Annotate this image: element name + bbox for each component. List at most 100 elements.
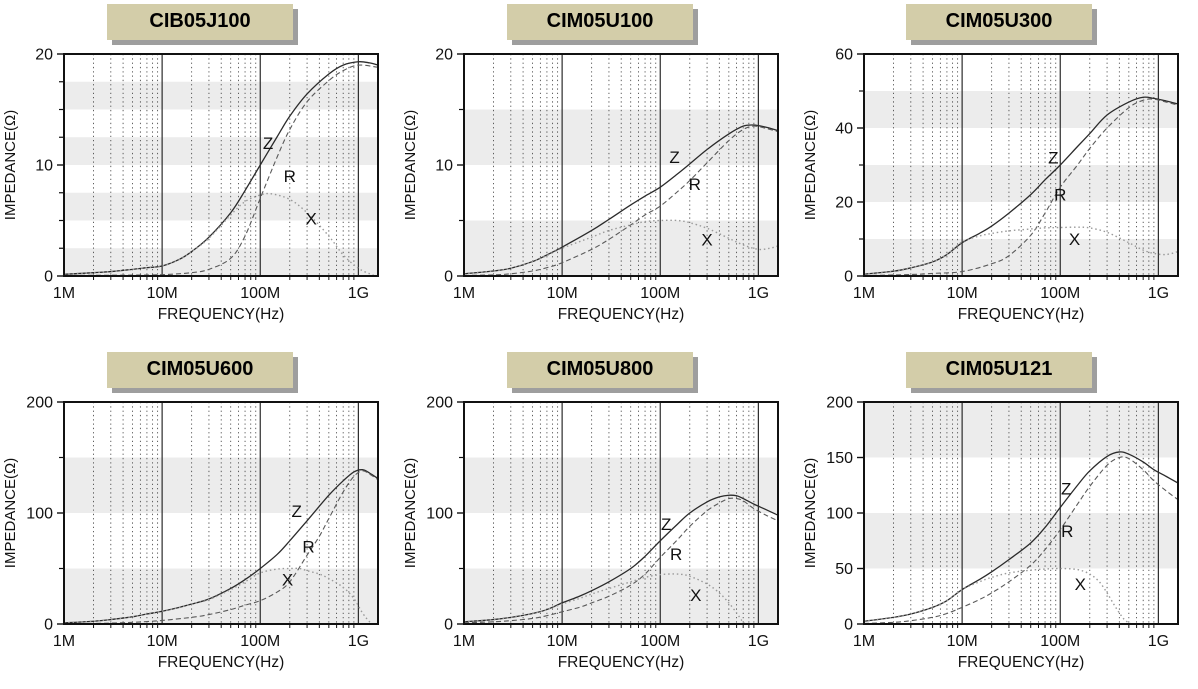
series-label-x: X — [701, 230, 712, 249]
chart-cell-cim05u600: CIM05U600 Z R X 1M 10M 100M 1G 0 100 200 FREQUENCY… — [0, 348, 400, 689]
impedance-frequency-chart: ZR X 1M 10M 100M 1G 0 10 20 FREQUENCY(Hz) IMPEDANC… — [402, 47, 779, 323]
chart-cell-cim05u121: CIM05U121 Z R X 1M 10M 100M 1G 0 50 100 150 200 FREQ… — [800, 348, 1198, 689]
x-tick-labels: 1M 10M 100M 1G — [453, 633, 769, 650]
impedance-curves — [464, 124, 778, 276]
svg-text:1M: 1M — [53, 285, 75, 302]
svg-text:10M: 10M — [547, 285, 578, 302]
svg-text:20: 20 — [835, 195, 853, 212]
svg-text:100M: 100M — [240, 285, 280, 302]
curve-r — [864, 456, 1178, 624]
y-axis-ticks — [57, 53, 64, 277]
svg-text:20: 20 — [435, 47, 453, 64]
svg-text:1M: 1M — [453, 285, 475, 302]
log-gridlines — [493, 402, 759, 624]
band-stripes — [864, 402, 1178, 624]
svg-text:1G: 1G — [348, 633, 369, 650]
curve-x — [64, 192, 376, 276]
chart-title: CIM05U300 — [906, 4, 1092, 40]
plot-border — [463, 401, 779, 625]
x-tick-labels: 1M 10M 100M 1G — [853, 285, 1169, 302]
x-axis-title: FREQUENCY(Hz) — [958, 654, 1085, 671]
curve-r — [464, 497, 778, 624]
y-axis-ticks — [57, 401, 64, 625]
series-label-x: X — [1069, 230, 1080, 249]
impedance-curves — [464, 494, 778, 624]
series-label-z: Z — [669, 148, 679, 167]
series-label-x: X — [1075, 575, 1086, 594]
svg-text:100M: 100M — [1040, 285, 1080, 302]
svg-text:60: 60 — [835, 47, 853, 64]
svg-text:200: 200 — [426, 395, 453, 412]
svg-text:10M: 10M — [947, 633, 978, 650]
series-label-x: X — [305, 209, 316, 228]
y-axis-title: IMPEDANCE(Ω) — [402, 458, 419, 568]
series-label-r: R — [1054, 186, 1066, 205]
y-axis-ticks — [857, 53, 864, 277]
y-tick-labels: 0 100 200 — [426, 395, 453, 634]
series-labels: ZR X — [661, 515, 701, 605]
curve-z — [864, 96, 1178, 275]
x-tick-labels: 1M 10M 100M 1G — [53, 285, 369, 302]
plot-border — [863, 53, 1179, 277]
svg-text:1G: 1G — [348, 285, 369, 302]
svg-text:1M: 1M — [853, 633, 875, 650]
series-labels: ZRX — [669, 148, 712, 249]
y-axis-title: IMPEDANCE(Ω) — [802, 458, 819, 568]
svg-text:0: 0 — [444, 617, 453, 634]
series-labels: ZR X — [1048, 149, 1080, 249]
series-labels: ZRX — [1061, 480, 1086, 594]
y-axis-title: IMPEDANCE(Ω) — [2, 110, 19, 220]
svg-text:10: 10 — [435, 158, 453, 175]
series-label-x: X — [690, 586, 701, 605]
svg-text:100M: 100M — [640, 285, 680, 302]
svg-text:1G: 1G — [748, 633, 769, 650]
x-axis-title: FREQUENCY(Hz) — [158, 654, 285, 671]
series-labels: ZRX — [263, 134, 317, 228]
chart-cell-cim05u800: CIM05U800 Z R X 1M 10M 100M 1G 0 100 200 FREQUENCY… — [400, 348, 800, 689]
series-labels: ZRX — [282, 502, 315, 590]
series-label-r: R — [670, 545, 682, 564]
svg-text:150: 150 — [826, 450, 853, 467]
svg-text:100M: 100M — [240, 633, 280, 650]
curve-x — [64, 567, 374, 624]
svg-text:1G: 1G — [748, 285, 769, 302]
series-label-r: R — [1061, 522, 1073, 541]
svg-text:10M: 10M — [547, 633, 578, 650]
svg-text:10M: 10M — [147, 285, 178, 302]
svg-text:100: 100 — [426, 506, 453, 523]
curve-z — [464, 494, 778, 623]
svg-text:10M: 10M — [147, 633, 178, 650]
plot-border — [463, 53, 779, 277]
series-label-z: Z — [1048, 149, 1058, 168]
y-tick-labels: 0 10 20 — [435, 47, 453, 286]
chart-title: CIM05U100 — [507, 4, 693, 40]
x-tick-labels: 1M 10M 100M 1G — [453, 285, 769, 302]
svg-text:1G: 1G — [1148, 285, 1169, 302]
svg-text:0: 0 — [44, 617, 53, 634]
chart-cell-cib05j100: CIB05J100 Z R X 1M 10M 100M 1G 0 10 20 FREQUENCY(H… — [0, 0, 400, 348]
impedance-curves — [64, 469, 378, 624]
svg-text:1M: 1M — [53, 633, 75, 650]
curve-r — [64, 470, 378, 624]
svg-text:1G: 1G — [1148, 633, 1169, 650]
x-tick-labels: 1M 10M 100M 1G — [853, 633, 1169, 650]
svg-text:1M: 1M — [853, 285, 875, 302]
x-tick-labels: 1M 10M 100M 1G — [53, 633, 369, 650]
series-label-z: Z — [661, 515, 671, 534]
y-tick-labels: 0 10 20 — [35, 47, 53, 286]
series-label-z: Z — [263, 134, 273, 153]
plot-border — [63, 401, 379, 625]
x-axis-title: FREQUENCY(Hz) — [158, 306, 285, 323]
curve-z — [864, 451, 1178, 622]
y-axis-ticks — [457, 53, 464, 277]
log-gridlines — [93, 54, 359, 276]
y-axis-title: IMPEDANCE(Ω) — [402, 110, 419, 220]
x-axis-title: FREQUENCY(Hz) — [558, 306, 685, 323]
band-stripes — [864, 54, 1178, 276]
svg-text:1M: 1M — [453, 633, 475, 650]
band-stripes — [64, 402, 378, 624]
